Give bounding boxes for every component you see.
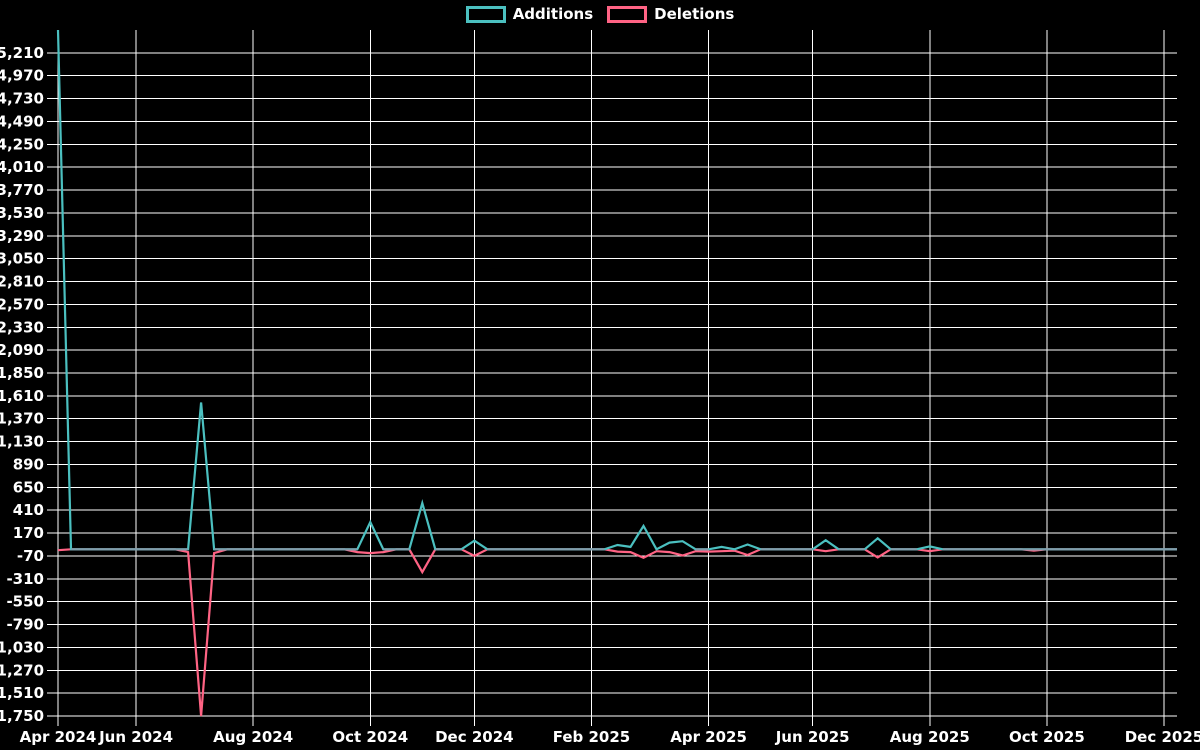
y-tick-label: 4,490 [0,112,44,130]
y-tick-label: 2,330 [0,318,44,336]
y-tick-label: -1,510 [0,684,44,702]
y-tick-label: -550 [6,593,44,611]
chart-legend: Additions Deletions [0,6,1200,23]
x-tick-label: Jun 2025 [775,728,850,746]
y-tick-label: -1,270 [0,661,44,679]
x-tick-label: Oct 2024 [332,728,408,746]
x-tick-label: Feb 2025 [553,728,631,746]
y-tick-label: 1,370 [0,410,44,428]
additions-swatch-icon [465,6,506,23]
y-tick-label: -790 [6,616,44,634]
x-tick-label: Apr 2025 [670,728,747,746]
y-tick-label: 4,970 [0,67,44,85]
x-tick-label: Dec 2024 [435,728,514,746]
legend-label-deletions: Deletions [654,5,735,23]
x-tick-label: Dec 2025 [1125,728,1200,746]
legend-label-additions: Additions [512,5,594,23]
x-tick-label: Jun 2024 [98,728,173,746]
x-tick-label: Aug 2025 [890,728,970,746]
y-tick-label: 3,290 [0,227,44,245]
y-tick-label: 4,010 [0,158,44,176]
y-tick-label: 410 [13,501,44,519]
x-tick-label: Oct 2025 [1009,728,1085,746]
y-tick-label: 3,050 [0,250,44,268]
y-tick-label: -70 [17,547,44,565]
y-tick-label: -1,750 [0,707,44,725]
x-tick-label: Apr 2024 [20,728,97,746]
y-tick-label: 4,250 [0,135,44,153]
legend-item-additions[interactable]: Additions [465,5,594,23]
y-tick-label: 2,810 [0,273,44,291]
x-gridlines: Apr 2024 Jun 2024 Aug 2024 Oct 2024 Dec 2024… [20,30,1200,746]
y-tick-label: 1,850 [0,364,44,382]
y-gridlines: -1,750 -1,510 -1,270 -1,030 -790 -550 -310 -70 1… [0,44,1177,725]
y-tick-label: -1,030 [0,638,44,656]
y-tick-label: 4,730 [0,90,44,108]
legend-item-deletions[interactable]: Deletions [607,6,734,23]
y-tick-label: 650 [13,478,44,496]
deletions-swatch-icon [607,6,648,23]
y-tick-label: 3,770 [0,181,44,199]
y-tick-label: 3,530 [0,204,44,222]
y-tick-label: 170 [13,524,44,542]
y-tick-label: 2,090 [0,341,44,359]
y-tick-label: 1,610 [0,387,44,405]
deletions-line [57,548,1177,717]
y-tick-label: 5,210 [0,44,44,62]
y-tick-label: 890 [13,455,44,473]
y-tick-label: -310 [6,570,44,588]
additions-line [56,29,1177,551]
y-tick-label: 2,570 [0,295,44,313]
x-tick-label: Aug 2024 [213,728,293,746]
y-tick-label: 1,130 [0,433,44,451]
